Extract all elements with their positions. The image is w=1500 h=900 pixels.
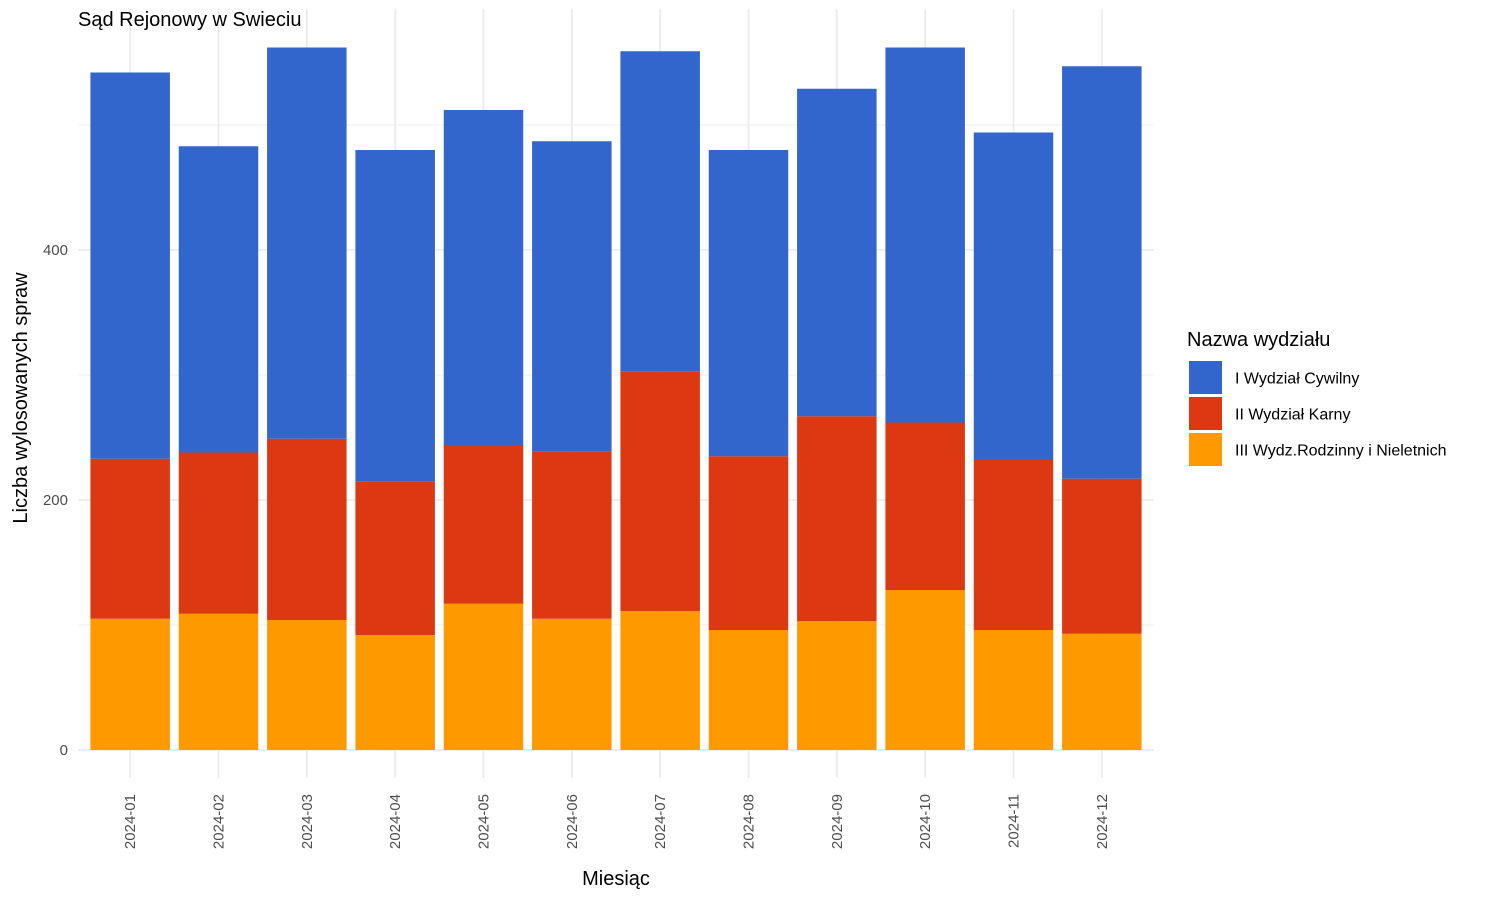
bar-segment xyxy=(885,590,965,750)
legend-title: Nazwa wydziału xyxy=(1187,329,1330,351)
bar-segment xyxy=(797,88,877,417)
bar-segment xyxy=(267,620,347,750)
bar-segment xyxy=(178,613,259,750)
bar-segment xyxy=(90,72,170,459)
bar-segment xyxy=(620,371,700,612)
x-tick-label: 2024-02 xyxy=(211,794,228,849)
x-axis-title: Miesiąc xyxy=(582,868,650,890)
bar-segment xyxy=(797,416,877,622)
bar-segment xyxy=(355,150,435,482)
y-tick-label: 400 xyxy=(43,242,68,259)
bar-segment xyxy=(973,630,1054,750)
legend-label: I Wydział Cywilny xyxy=(1235,371,1359,388)
x-tick-label: 2024-10 xyxy=(917,794,934,849)
bar-segment xyxy=(267,438,347,620)
bar-segment xyxy=(620,611,700,750)
bar-segment xyxy=(532,618,612,750)
bar-segment xyxy=(885,422,965,590)
bar-segment xyxy=(355,481,435,635)
bar-segment xyxy=(620,51,700,372)
x-tick-label: 2024-01 xyxy=(122,794,139,849)
x-tick-label: 2024-08 xyxy=(741,794,758,849)
x-tick-label: 2024-11 xyxy=(1006,794,1023,848)
x-tick-label: 2024-06 xyxy=(564,794,581,849)
bar-segment xyxy=(708,630,789,750)
legend: Nazwa wydziału I Wydział Cywilny II Wydzi… xyxy=(1187,329,1447,466)
x-tick-label: 2024-04 xyxy=(387,794,404,849)
x-tick-label: 2024-07 xyxy=(652,794,669,849)
bar-segment xyxy=(178,452,259,614)
bar-segment xyxy=(443,110,524,445)
x-tick-label: 2024-03 xyxy=(299,794,316,849)
x-tick-label: 2024-09 xyxy=(829,794,846,849)
y-axis: 0 200 400 xyxy=(43,242,68,759)
bar-segment xyxy=(973,460,1054,630)
bar-segment xyxy=(178,146,259,453)
bar-segment xyxy=(532,141,612,452)
bar-segment xyxy=(797,621,877,750)
bar-segment xyxy=(973,132,1054,460)
bar-segment xyxy=(708,150,789,457)
bar-segment xyxy=(443,445,524,604)
legend-key xyxy=(1189,433,1222,466)
bar-segment xyxy=(443,603,524,750)
y-tick-label: 200 xyxy=(43,492,68,509)
chart-title: Sąd Rejonowy w Swieciu xyxy=(78,9,301,31)
bar-segment xyxy=(90,458,170,619)
bar-segment xyxy=(885,47,965,423)
y-axis-title: Liczba wylosowanych spraw xyxy=(10,272,32,524)
bar-segment xyxy=(708,456,789,630)
legend-label: III Wydz.Rodzinny i Nieletnich xyxy=(1235,443,1447,460)
bar-segment xyxy=(1062,478,1142,634)
x-tick-label: 2024-05 xyxy=(476,794,493,849)
bar-segment xyxy=(90,618,170,750)
y-tick-label: 0 xyxy=(60,742,68,759)
bar-segment xyxy=(267,47,347,439)
legend-key xyxy=(1189,397,1222,430)
legend-label: II Wydział Karny xyxy=(1235,407,1350,424)
legend-key xyxy=(1189,361,1222,394)
bar-segment xyxy=(1062,633,1142,750)
bar-segment xyxy=(355,635,435,750)
bar-segment xyxy=(532,451,612,619)
bar-segment xyxy=(1062,66,1142,479)
x-tick-label: 2024-12 xyxy=(1094,794,1111,849)
x-axis: 2024-01 2024-02 2024-03 2024-04 2024-05 2024-… xyxy=(122,794,1111,849)
bars xyxy=(90,47,1142,750)
